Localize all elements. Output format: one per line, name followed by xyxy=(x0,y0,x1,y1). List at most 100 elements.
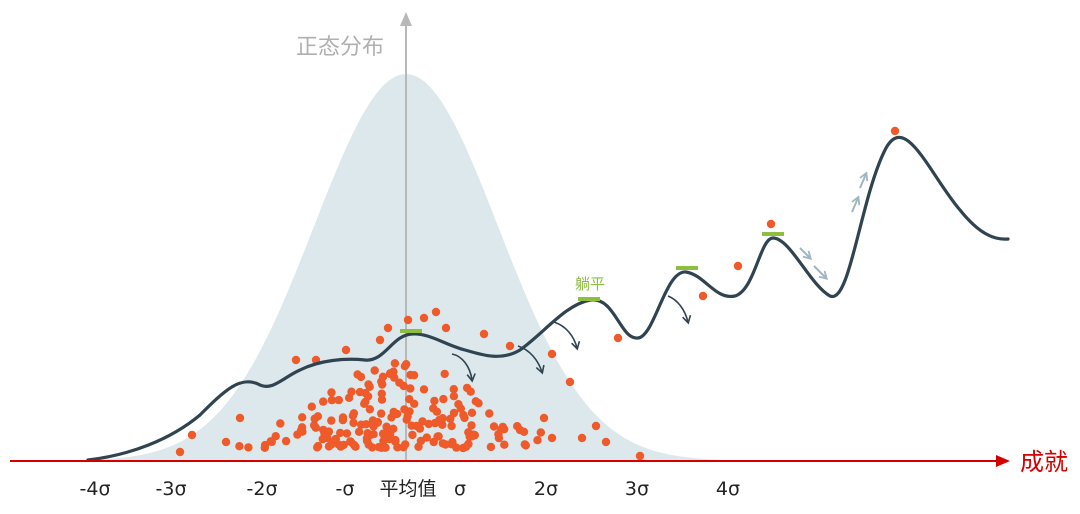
person-dot xyxy=(364,440,373,449)
person-dot xyxy=(407,421,416,430)
person-dot xyxy=(342,429,352,438)
person-dot xyxy=(406,384,415,393)
person-dot xyxy=(400,405,409,414)
person-dot xyxy=(430,396,439,406)
person-dot xyxy=(440,369,449,379)
tick-label: -σ xyxy=(336,478,355,500)
person-dot xyxy=(327,395,337,405)
flat-annotation: 躺平 xyxy=(575,275,605,293)
person-dot xyxy=(471,397,480,406)
fall-arrow xyxy=(517,345,545,375)
person-dot xyxy=(429,404,438,413)
person-dot xyxy=(402,415,411,424)
person-dot xyxy=(175,447,185,457)
person-dot xyxy=(395,378,404,387)
person-dot xyxy=(448,437,457,447)
person-dot xyxy=(403,315,413,325)
person-dot xyxy=(434,432,443,441)
bell-curve-area xyxy=(80,74,740,461)
person-dot xyxy=(409,371,419,380)
person-dot xyxy=(318,434,327,444)
person-dot xyxy=(386,369,395,378)
person-dot xyxy=(494,430,503,439)
person-dot xyxy=(380,443,389,452)
person-dot xyxy=(890,126,900,136)
rise-arrow xyxy=(799,247,812,260)
person-dot xyxy=(327,416,336,425)
person-dot xyxy=(291,355,301,365)
person-dot xyxy=(349,418,358,428)
person-dot xyxy=(356,372,366,382)
person-dot xyxy=(547,349,557,359)
person-dot xyxy=(454,400,463,409)
tick-label: 3σ xyxy=(625,478,649,500)
person-dot xyxy=(373,418,382,427)
person-dot xyxy=(766,219,776,229)
person-dot xyxy=(733,261,743,271)
person-dot xyxy=(415,424,425,433)
person-dot xyxy=(402,360,411,369)
rise-arrow xyxy=(851,195,861,213)
tick-label: -3σ xyxy=(156,478,187,500)
person-dot xyxy=(698,291,708,301)
person-dot xyxy=(500,440,509,449)
person-dot xyxy=(533,436,542,445)
person-dot xyxy=(505,341,515,351)
person-dot xyxy=(390,359,400,368)
person-dot xyxy=(479,329,489,339)
person-dot xyxy=(382,422,391,431)
person-dot xyxy=(466,387,475,396)
person-dot xyxy=(365,405,375,414)
fall-arrow xyxy=(553,321,581,351)
person-dot xyxy=(393,443,402,452)
y-axis-label: 正态分布 xyxy=(296,35,384,60)
person-dot xyxy=(591,421,601,431)
person-dot xyxy=(307,402,316,411)
person-dot xyxy=(408,430,417,440)
person-dot xyxy=(293,430,302,439)
x-axis-label: 成就 xyxy=(1020,448,1068,476)
person-dot xyxy=(324,442,334,451)
person-dot xyxy=(377,377,386,386)
person-dot xyxy=(410,399,419,408)
rise-arrow xyxy=(859,171,869,189)
x-axis-arrow xyxy=(996,455,1010,467)
person-dot xyxy=(431,307,441,317)
person-dot xyxy=(331,434,340,444)
person-dot xyxy=(369,430,378,439)
person-dot xyxy=(419,385,429,394)
person-dot xyxy=(341,345,351,355)
person-dot xyxy=(635,451,645,461)
rise-arrow xyxy=(813,265,828,280)
person-dot xyxy=(221,437,231,447)
person-dot xyxy=(515,425,525,435)
person-dot xyxy=(430,418,440,428)
tick-label: 平均值 xyxy=(379,478,436,500)
person-dot xyxy=(547,433,557,443)
person-dot xyxy=(377,395,387,404)
person-dot xyxy=(313,412,323,421)
person-dot xyxy=(377,409,386,418)
fall-arrow xyxy=(451,353,476,383)
person-dot xyxy=(360,399,369,408)
person-dot xyxy=(364,380,373,389)
person-dot xyxy=(429,437,438,447)
person-dot xyxy=(392,409,402,419)
person-dot xyxy=(298,413,307,422)
person-dot xyxy=(418,417,427,426)
person-dot xyxy=(500,425,509,434)
person-dot xyxy=(613,333,623,343)
person-dot xyxy=(324,427,334,436)
person-dot xyxy=(447,421,456,431)
person-dot xyxy=(467,408,477,417)
person-dot xyxy=(536,428,545,437)
tick-label: -4σ xyxy=(80,478,111,500)
person-dot xyxy=(539,413,549,423)
person-dot xyxy=(464,439,473,449)
person-dot xyxy=(441,323,451,333)
person-dot xyxy=(424,419,433,429)
person-dot xyxy=(348,411,358,420)
person-dot xyxy=(419,313,429,323)
person-dot xyxy=(601,437,611,447)
person-dot xyxy=(276,419,285,428)
